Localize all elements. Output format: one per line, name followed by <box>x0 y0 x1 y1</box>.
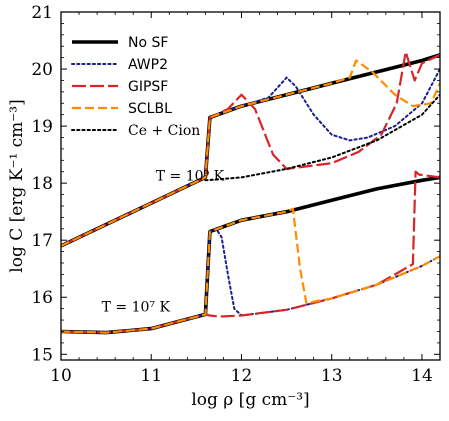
legend: No SF AWP2 GIPSF SCLBL Ce + Cion <box>71 35 200 139</box>
annotation-t7: T = 10⁷ K <box>102 300 171 316</box>
x-tick-label: 11 <box>140 366 162 386</box>
series-line-ce-cion-t1e9 <box>204 93 440 182</box>
legend-label: No SF <box>128 35 168 51</box>
x-tick-label: 13 <box>321 366 343 386</box>
plot-frame <box>60 11 441 361</box>
y-tick-label: 17 <box>31 231 53 251</box>
y-tick-label: 21 <box>31 3 53 23</box>
y-tick-label: 16 <box>31 288 53 308</box>
y-tick-label: 15 <box>31 345 53 365</box>
y-tick-label: 19 <box>31 117 53 137</box>
series-layer <box>61 50 440 335</box>
legend-label: SCLBL <box>128 101 172 117</box>
series-line-sclbl-t1e7 <box>61 207 440 334</box>
x-axis-label: log ρ [g cm⁻³] <box>191 390 309 410</box>
legend-label: GIPSF <box>128 79 168 95</box>
y-tick-label: 18 <box>31 174 53 194</box>
x-tick-label: 12 <box>231 366 253 386</box>
y-tick-label: 20 <box>31 60 53 80</box>
legend-label: AWP2 <box>128 57 168 73</box>
x-tick-label: 14 <box>411 366 433 386</box>
y-axis-label: log C [erg K⁻¹ cm⁻³] <box>7 99 27 272</box>
legend-label: Ce + Cion <box>128 123 200 139</box>
series-line-sclbl-t1e9 <box>61 59 440 247</box>
annotation-t9: T = 10⁹ K <box>156 168 225 184</box>
ticks-layer: 10 11 12 13 14 15 16 17 18 19 20 21 <box>31 3 441 386</box>
x-tick-label: 10 <box>50 366 72 386</box>
